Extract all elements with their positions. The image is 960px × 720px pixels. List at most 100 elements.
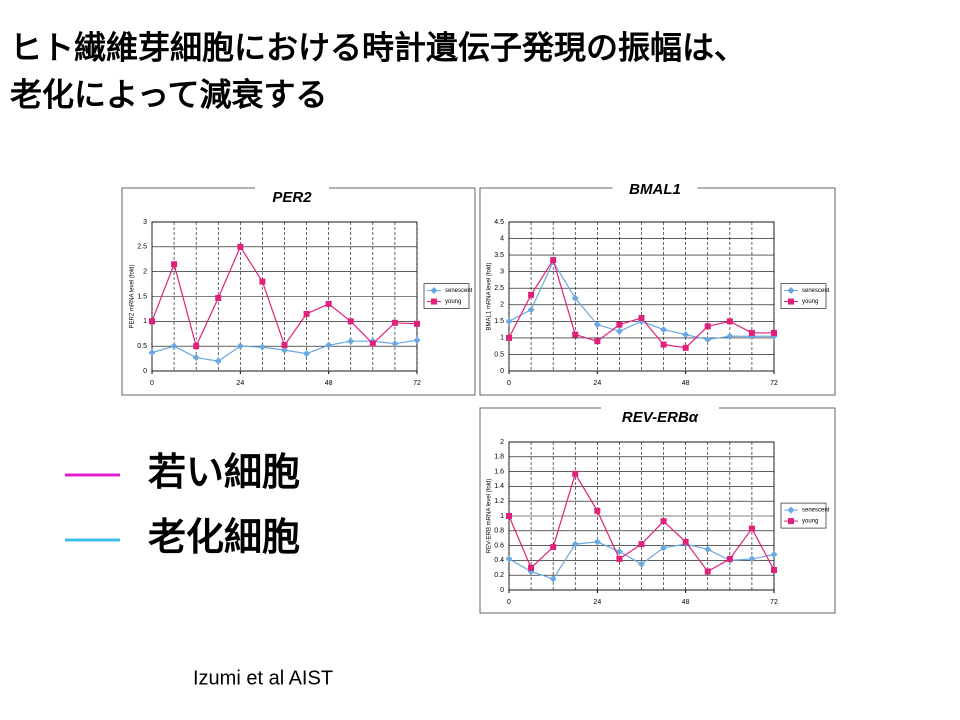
plot-frame [508,221,775,372]
marker [616,555,623,562]
x-tick-label: 48 [325,380,333,387]
y-tick-label: 1.6 [494,468,504,475]
marker [192,354,200,362]
marker [770,550,778,558]
marker [347,337,355,345]
marker [193,343,200,350]
marker [527,306,535,314]
marker [660,518,667,525]
marker [506,334,512,341]
title-tab [255,186,329,210]
marker [571,294,579,302]
legend-label: young [445,299,461,305]
y-tick-label: 0.8 [494,528,504,535]
y-tick-label: 3 [500,269,504,276]
legend-label: senescent [802,508,830,514]
marker [616,321,623,328]
marker [660,544,668,552]
marker [594,338,601,345]
citation: Izumi et al AIST [193,667,333,689]
marker [638,315,645,322]
marker [615,548,623,556]
marker [787,287,795,295]
marker [215,294,222,301]
y-axis-label: REV-ERB mRNA level (fold) [487,479,493,554]
marker [660,341,667,348]
marker [726,332,734,340]
marker [528,564,535,571]
marker [505,317,513,325]
y-tick-label: 4 [500,235,504,242]
y-tick-label: 1.4 [494,483,504,490]
slide-title: 老化によって減衰する [10,76,327,112]
x-tick-label: 0 [150,380,154,387]
y-tick-label: 2 [143,269,147,276]
marker [347,318,354,325]
marker [788,518,794,525]
y-tick-label: 2.5 [494,285,504,292]
x-tick-label: 72 [770,599,778,606]
legend-label: senescent [802,288,830,294]
y-axis-label: BMAL1 mRNA level (fold) [487,262,493,330]
marker [325,300,332,307]
y-tick-label: 1 [500,335,504,342]
marker [704,545,712,553]
marker [303,310,310,317]
y-tick-label: 1.5 [137,293,147,300]
marker [549,575,557,583]
marker [258,343,266,351]
y-tick-label: 0.5 [494,351,504,358]
marker [704,568,711,575]
legend-label: 若い細胞 [148,452,300,494]
y-tick-label: 1.2 [494,498,504,505]
marker [726,555,733,562]
y-tick-label: 2.5 [137,244,147,251]
marker [148,349,156,357]
y-tick-label: 1 [500,513,504,520]
marker [281,342,288,349]
x-tick-label: 72 [770,380,778,387]
title-tab [601,406,719,430]
x-tick-label: 48 [682,599,690,606]
chart-title: REV-ERBα [622,409,699,426]
x-tick-label: 24 [593,599,601,606]
marker [593,321,601,329]
marker [369,340,376,347]
marker [214,357,222,365]
legend-box [780,283,827,309]
chart-frame [479,407,836,614]
legend-label: senescent [445,288,473,294]
marker [171,261,178,268]
x-tick-label: 24 [236,380,244,387]
marker [682,331,690,339]
plot-frame [151,221,418,372]
marker [704,323,711,330]
marker [506,513,512,519]
legend-box [780,502,827,529]
marker [550,257,557,264]
marker [593,538,601,546]
marker [281,346,288,354]
y-axis-label: PER2 mRNA level (fold) [130,264,136,328]
marker [638,541,645,548]
marker [236,342,244,350]
marker [237,243,244,250]
y-tick-label: 1.8 [494,454,504,461]
marker [682,538,689,545]
marker [748,525,755,532]
y-tick-label: 1 [143,318,147,325]
marker [430,287,438,295]
marker [788,298,794,305]
legend-label: young [802,519,818,525]
marker [572,470,579,477]
marker [594,507,601,514]
marker [550,544,557,551]
y-tick-label: 0.2 [494,572,504,579]
y-tick-label: 0 [143,368,147,375]
x-tick-label: 0 [507,599,511,606]
marker [413,336,421,344]
chart-frame [121,187,476,396]
marker [682,344,689,351]
